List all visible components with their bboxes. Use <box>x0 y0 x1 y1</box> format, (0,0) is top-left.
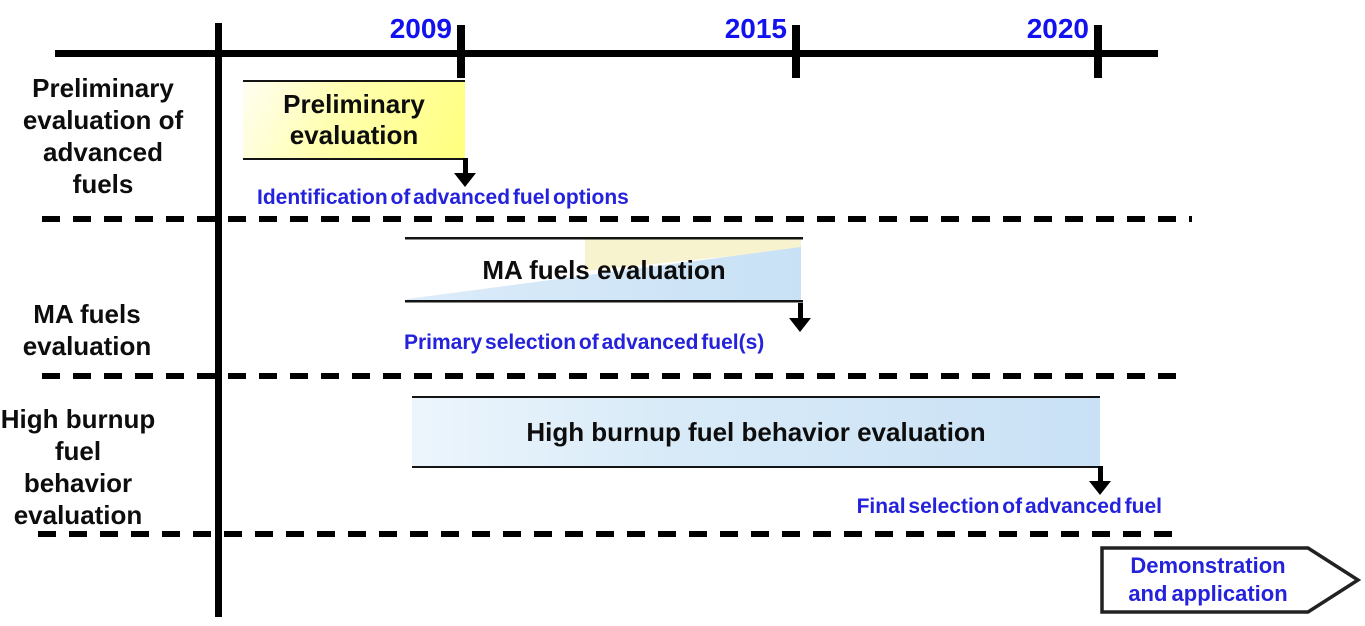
milestone-arrow-icon <box>453 158 477 187</box>
bar-preliminary-evaluation: Preliminary evaluation <box>243 80 465 160</box>
vertical-axis-line <box>215 23 222 617</box>
milestone-primary-selection: Primary selection of advanced fuel(s) <box>404 331 765 354</box>
row-label-ma-fuels-evaluation: MA fuels evaluation <box>22 299 152 361</box>
row-separator-1 <box>42 216 1192 222</box>
right-arrow-pentagon-icon <box>1100 546 1362 614</box>
milestone-identification: Identification of advanced fuel options <box>257 186 629 209</box>
row-separator-2 <box>42 373 1180 379</box>
demonstration-box-label: Demonstration and application <box>1128 553 1288 606</box>
year-label-2009: 2009 <box>389 13 452 44</box>
year-label-2020: 2020 <box>1026 13 1089 44</box>
timeline-axis-line <box>55 50 1158 57</box>
row-separator-3 <box>38 531 1182 537</box>
tick-2020 <box>1094 25 1102 78</box>
ma-bar-wedge-graphic <box>405 237 803 303</box>
tick-2009 <box>457 25 465 78</box>
row-label-high-burnup: High burnup fuel behavior evaluation <box>0 404 156 530</box>
ma-bar-label: MA fuels evaluation <box>482 254 726 285</box>
bar-ma-fuels-evaluation: MA fuels evaluation <box>405 237 803 303</box>
row-label-preliminary-evaluation: Preliminary evaluation of advanced fuels <box>22 73 184 199</box>
tick-2015 <box>792 25 800 78</box>
bar-high-burnup-evaluation: High burnup fuel behavior evaluation <box>412 396 1100 468</box>
demonstration-box: Demonstration and application <box>1100 546 1362 614</box>
milestone-arrow-icon <box>788 303 812 332</box>
milestone-arrow-icon <box>1088 466 1112 495</box>
milestone-final-selection: Final selection of advanced fuel <box>856 495 1162 518</box>
year-label-2015: 2015 <box>724 13 787 44</box>
